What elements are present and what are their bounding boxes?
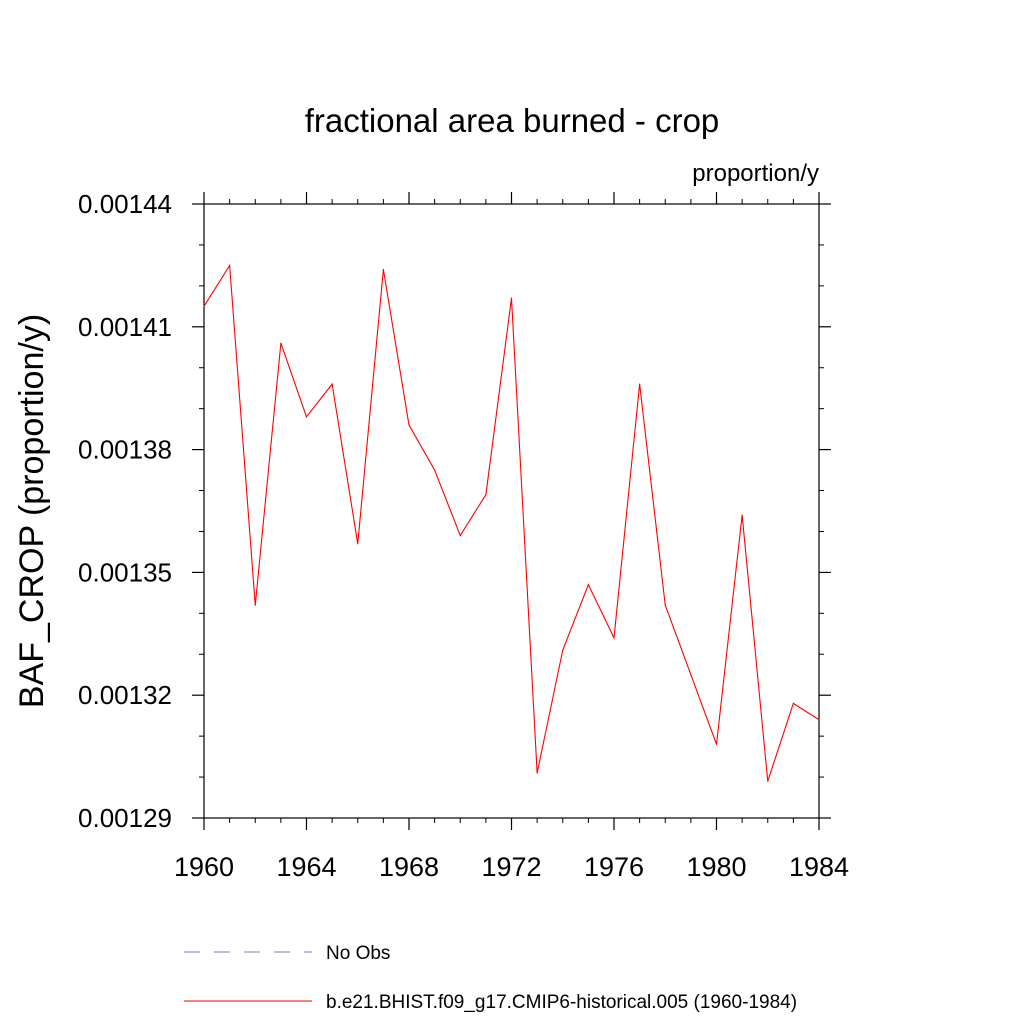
y-tick-label: 0.00138 [78, 435, 172, 465]
data-point [792, 702, 794, 704]
data-point [613, 637, 615, 639]
data-point [690, 674, 692, 676]
axis-ticks [192, 192, 831, 830]
data-point [715, 743, 718, 745]
data-point [485, 494, 487, 496]
series-line-0 [203, 263, 820, 782]
data-point [408, 424, 410, 426]
data-point [280, 342, 282, 344]
data-point [459, 534, 461, 537]
units-label: proportion/y [692, 160, 819, 187]
chart-title: fractional area burned - crop [305, 102, 720, 139]
legend-label-1: b.e21.BHIST.f09_g17.CMIP6-historical.005… [326, 992, 797, 1013]
data-point [203, 305, 205, 307]
data-point [229, 264, 231, 266]
series-layer [203, 263, 820, 782]
x-tick-label: 1980 [686, 852, 746, 882]
x-tick-label: 1968 [379, 852, 439, 882]
data-point [562, 649, 564, 651]
data-point [664, 604, 666, 606]
data-point [331, 383, 333, 385]
data-point [741, 514, 743, 516]
plot-frame [203, 203, 820, 819]
x-tick-label: 1984 [789, 852, 849, 882]
legend: No Obs b.e21.BHIST.f09_g17.CMIP6-historic… [184, 943, 797, 1013]
y-tick-label: 0.00144 [78, 189, 172, 219]
tick-labels: 1960 1964 1968 1972 1976 1980 1984 0.00129 0.001… [78, 189, 849, 882]
data-point [510, 297, 513, 299]
data-point [305, 416, 308, 418]
x-tick-label: 1960 [174, 852, 234, 882]
y-tick-label: 0.00129 [78, 803, 172, 833]
y-axis-label: BAF_CROP (proportion/y) [13, 314, 51, 708]
legend-label-0: No Obs [326, 943, 390, 964]
data-point [639, 383, 641, 385]
data-point [254, 604, 256, 606]
data-point [767, 780, 769, 782]
data-point [587, 584, 589, 586]
y-tick-label: 0.00132 [78, 680, 172, 710]
data-point [382, 268, 384, 271]
data-point [818, 719, 820, 721]
y-tick-label: 0.00135 [78, 557, 172, 587]
data-point [536, 772, 538, 774]
x-tick-label: 1976 [584, 852, 644, 882]
x-tick-label: 1964 [276, 852, 336, 882]
data-point [357, 543, 359, 545]
y-tick-label: 0.00141 [78, 312, 172, 342]
x-tick-label: 1972 [481, 852, 541, 882]
data-point [434, 469, 436, 471]
